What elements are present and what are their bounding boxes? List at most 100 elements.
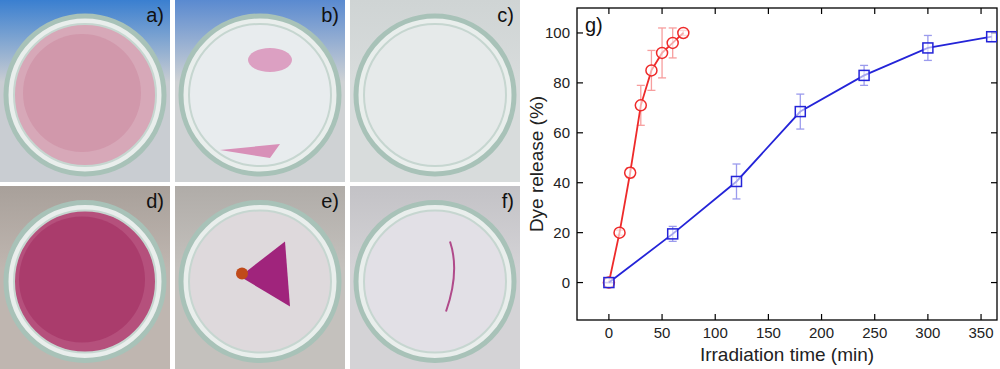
- x-tick: [608, 8, 609, 14]
- photo-background: [175, 186, 345, 369]
- plot-frame: [577, 8, 997, 320]
- data-marks: [603, 27, 996, 288]
- photo-background: [350, 186, 520, 369]
- x-tick: [927, 314, 928, 320]
- y-tick: [577, 82, 583, 83]
- error-cap: [637, 125, 645, 126]
- x-tick-label: 200: [809, 324, 834, 341]
- y-tick-label: 20: [553, 224, 570, 241]
- panel-label: b): [321, 4, 339, 26]
- film-fragment: [248, 48, 292, 72]
- panel-label: e): [321, 190, 339, 212]
- dish-content: [364, 24, 506, 166]
- dye-film: [19, 217, 145, 343]
- data-point: [668, 229, 678, 239]
- canvas: a) b) c) d) e) f) 0 50 100 150 200 250 300 350 0 20 40 60…: [0, 0, 1000, 369]
- x-tick-label: 250: [862, 324, 887, 341]
- data-point: [604, 278, 614, 288]
- error-cap: [924, 60, 932, 61]
- x-tick: [768, 314, 769, 320]
- figure: a) b) c) d) e) f) 0 50 100 150 200 250 300 350 0 20 40 60…: [0, 0, 1000, 369]
- error-bar: [796, 94, 804, 129]
- photo-panel: e): [175, 186, 345, 369]
- petri-dish: [356, 203, 514, 361]
- data-point: [731, 176, 741, 186]
- x-axis-label: Irradiation time (min): [700, 344, 874, 365]
- error-cap: [637, 85, 645, 86]
- panel-label: a): [146, 4, 164, 26]
- data-point: [923, 43, 933, 53]
- photo-background: [350, 0, 520, 182]
- x-tick: [768, 8, 769, 14]
- petri-dish: [181, 203, 339, 361]
- error-cap: [669, 27, 677, 28]
- x-tick-label: 50: [654, 324, 671, 341]
- data-point: [657, 47, 668, 58]
- y-tick-label: 40: [553, 174, 570, 191]
- y-tick-label: 0: [562, 274, 570, 291]
- error-cap: [647, 50, 655, 51]
- x-tick: [980, 8, 981, 14]
- x-tick-label: 350: [969, 324, 994, 341]
- x-tick: [927, 8, 928, 14]
- x-tick-label: 0: [605, 324, 613, 341]
- panel-label: f): [502, 190, 514, 212]
- petri-dish: [181, 16, 339, 174]
- error-cap: [860, 65, 868, 66]
- x-tick: [874, 8, 875, 14]
- data-point: [987, 32, 997, 42]
- error-cap: [658, 27, 666, 28]
- photo-panel: f): [350, 186, 520, 369]
- x-tick: [715, 314, 716, 320]
- error-cap: [924, 35, 932, 36]
- error-cap: [669, 226, 677, 227]
- series-line: [609, 33, 683, 283]
- panel-label: c): [497, 4, 514, 26]
- stir-bar: [236, 268, 248, 280]
- error-cap: [796, 93, 804, 94]
- y-tick: [991, 132, 997, 133]
- x-tick: [821, 8, 822, 14]
- dye-film: [23, 34, 141, 152]
- dish-content: [14, 211, 156, 353]
- data-point: [678, 27, 689, 38]
- x-tick: [608, 314, 609, 320]
- x-tick-label: 300: [915, 324, 940, 341]
- y-axis-label: Dye release (%): [526, 96, 547, 232]
- data-point: [603, 277, 614, 288]
- photo-panel: d): [0, 186, 170, 369]
- x-tick: [874, 314, 875, 320]
- y-tick: [577, 282, 583, 283]
- error-cap: [796, 128, 804, 129]
- error-bar: [860, 65, 868, 85]
- photo-background: [175, 0, 345, 182]
- x-tick-label: 100: [703, 324, 728, 341]
- x-tick: [980, 314, 981, 320]
- photo-panel: c): [350, 0, 520, 182]
- y-tick: [991, 232, 997, 233]
- data-point: [859, 70, 869, 80]
- panel-label: g): [585, 14, 603, 36]
- error-cap: [732, 163, 740, 164]
- data-point: [795, 107, 805, 117]
- film-remnant: [446, 242, 454, 312]
- y-tick-label: 60: [553, 124, 570, 141]
- error-bar: [988, 32, 996, 42]
- data-point: [614, 227, 625, 238]
- dish-content: [364, 211, 506, 353]
- x-tick: [821, 314, 822, 320]
- y-tick-label: 100: [545, 24, 570, 41]
- error-bar: [669, 226, 677, 241]
- photo-panel: a): [0, 0, 170, 182]
- data-point: [625, 167, 636, 178]
- y-tick: [991, 282, 997, 283]
- photo-background: [0, 186, 170, 369]
- petri-dish: [6, 203, 164, 361]
- error-cap: [658, 77, 666, 78]
- x-tick-label: 150: [756, 324, 781, 341]
- error-cap: [669, 241, 677, 242]
- y-tick: [991, 182, 997, 183]
- error-cap: [669, 57, 677, 58]
- y-tick: [577, 132, 583, 133]
- dish-content: [189, 211, 331, 353]
